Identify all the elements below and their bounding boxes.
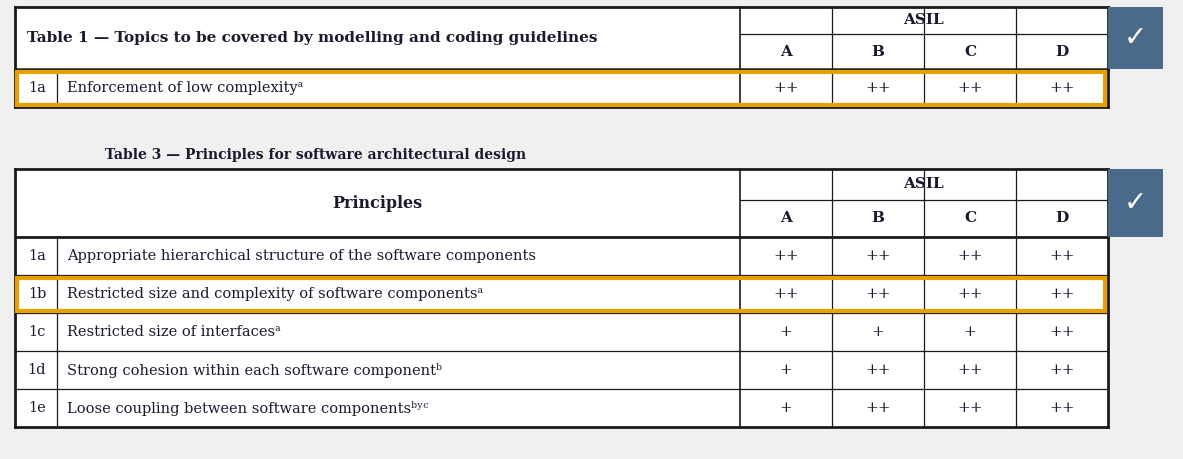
- Text: ++: ++: [865, 249, 891, 263]
- Bar: [1108, 169, 1163, 237]
- Bar: [15, 169, 1108, 427]
- Text: Loose coupling between software componentsᵇʸᶜ: Loose coupling between software componen…: [67, 401, 428, 415]
- Text: ++: ++: [957, 287, 983, 301]
- Text: ++: ++: [957, 81, 983, 95]
- Text: ++: ++: [957, 401, 983, 415]
- Bar: [18, 72, 1105, 105]
- Text: ++: ++: [1049, 401, 1074, 415]
- Bar: [15, 7, 1108, 107]
- Text: +: +: [780, 325, 793, 339]
- Text: +: +: [780, 401, 793, 415]
- Text: C: C: [964, 45, 976, 58]
- Text: A: A: [780, 45, 791, 58]
- Text: Enforcement of low complexityᵃ: Enforcement of low complexityᵃ: [67, 81, 303, 95]
- Text: B: B: [872, 45, 885, 58]
- Text: ++: ++: [865, 363, 891, 377]
- Bar: [18, 278, 1105, 310]
- Text: Restricted size and complexity of software componentsᵃ: Restricted size and complexity of softwa…: [67, 287, 483, 301]
- Text: ++: ++: [1049, 363, 1074, 377]
- Text: ASIL: ASIL: [904, 13, 944, 28]
- Bar: [1108, 7, 1163, 69]
- Text: ++: ++: [957, 249, 983, 263]
- Text: 1a: 1a: [28, 81, 46, 95]
- Text: Principles: Principles: [332, 195, 422, 212]
- Text: Appropriate hierarchical structure of the software components: Appropriate hierarchical structure of th…: [67, 249, 536, 263]
- Text: ++: ++: [865, 287, 891, 301]
- Text: ++: ++: [1049, 287, 1074, 301]
- Text: Restricted size of interfacesᵃ: Restricted size of interfacesᵃ: [67, 325, 280, 339]
- Text: Table 1 — Topics to be covered by modelling and coding guidelines: Table 1 — Topics to be covered by modell…: [27, 31, 597, 45]
- Text: +: +: [780, 363, 793, 377]
- Text: ++: ++: [865, 401, 891, 415]
- Text: +: +: [872, 325, 885, 339]
- Text: D: D: [1055, 45, 1068, 58]
- Text: 1c: 1c: [28, 325, 46, 339]
- Text: D: D: [1055, 211, 1068, 225]
- Text: ++: ++: [1049, 325, 1074, 339]
- Text: Table 3 — Principles for software architectural design: Table 3 — Principles for software archit…: [105, 148, 526, 162]
- Text: ++: ++: [774, 249, 799, 263]
- Text: 1b: 1b: [28, 287, 46, 301]
- Text: ✓: ✓: [1124, 24, 1148, 52]
- Text: ++: ++: [957, 363, 983, 377]
- Text: 1e: 1e: [28, 401, 46, 415]
- Text: ++: ++: [1049, 81, 1074, 95]
- Text: 1a: 1a: [28, 249, 46, 263]
- Text: B: B: [872, 211, 885, 225]
- Text: ++: ++: [865, 81, 891, 95]
- Text: 1d: 1d: [27, 363, 46, 377]
- Text: ✓: ✓: [1124, 189, 1148, 217]
- Text: C: C: [964, 211, 976, 225]
- Text: Strong cohesion within each software componentᵇ: Strong cohesion within each software com…: [67, 363, 442, 377]
- Text: A: A: [780, 211, 791, 225]
- Text: ++: ++: [1049, 249, 1074, 263]
- Text: ++: ++: [774, 81, 799, 95]
- Text: +: +: [964, 325, 976, 339]
- Text: ++: ++: [774, 287, 799, 301]
- Text: ASIL: ASIL: [904, 177, 944, 191]
